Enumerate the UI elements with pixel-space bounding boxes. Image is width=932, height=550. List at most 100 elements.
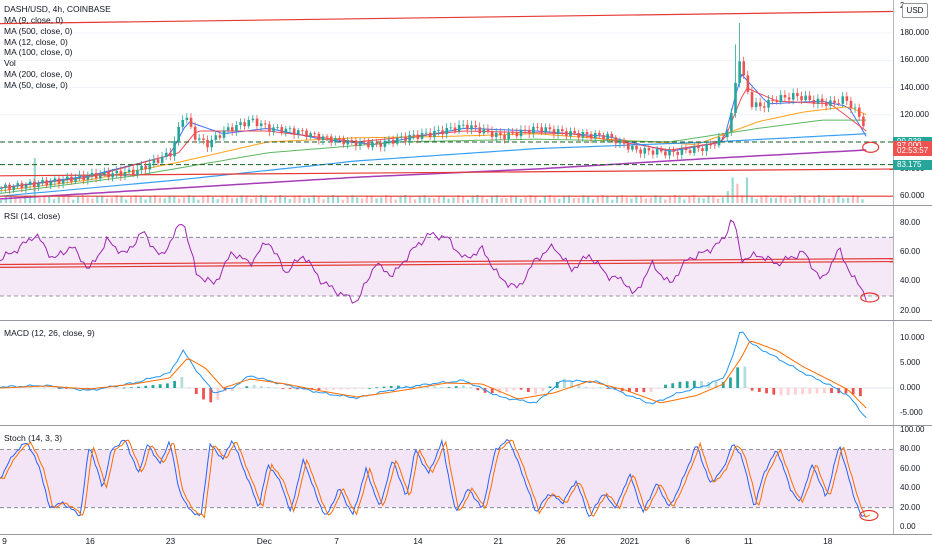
- rsi-trend-line: [0, 260, 893, 268]
- macd-histogram-bar: [281, 388, 285, 389]
- macd-histogram-bar: [454, 386, 458, 388]
- indicator-legend-item[interactable]: MA (500, close, 0): [4, 25, 73, 36]
- candle-body: [103, 171, 106, 175]
- macd-pane[interactable]: 10.000 5.000 0.000 -5.000 MACD (12, 26, clo…: [0, 321, 932, 425]
- macd-axis[interactable]: 10.000 5.000 0.000 -5.000: [893, 321, 932, 425]
- pane-separator[interactable]: [0, 425, 932, 426]
- time-axis-tick-label: 7: [334, 536, 340, 546]
- candle-body: [255, 118, 259, 127]
- candle-body: [697, 146, 700, 149]
- volume-bar: [38, 197, 41, 203]
- volume-bar: [187, 195, 190, 203]
- stoch-pane[interactable]: 100.00 80.00 60.00 40.00 20.00 0.00 Stoch (14…: [0, 425, 932, 534]
- macd-histogram-bar: [830, 388, 833, 394]
- volume-bar: [86, 197, 89, 203]
- candle-body: [268, 124, 271, 132]
- price-pane[interactable]: 60.00080.000100.000120.000140.000160.000…: [0, 0, 932, 205]
- volume-bar: [673, 195, 676, 203]
- candle-body: [354, 140, 358, 146]
- volume-bar: [462, 196, 465, 203]
- macd-histogram-bar: [324, 388, 328, 390]
- macd-histogram-bar: [642, 388, 646, 393]
- volume-bar: [688, 195, 691, 203]
- rsi-pane[interactable]: 80.00 60.00 40.00 20.00 RSI (14, close): [0, 206, 932, 320]
- volume-bar: [303, 198, 306, 203]
- macd-histogram-bar: [64, 388, 68, 389]
- candle-body: [214, 135, 218, 140]
- volume-bar: [442, 195, 445, 203]
- candle-body: [107, 171, 110, 178]
- rsi-axis[interactable]: 80.00 60.00 40.00 20.00: [893, 206, 932, 320]
- candle-body: [280, 127, 284, 133]
- stoch-legend[interactable]: Stoch (14, 3, 3): [4, 433, 63, 443]
- macd-histogram-bar: [433, 386, 436, 388]
- volume-bar: [298, 195, 301, 203]
- stoch-axis[interactable]: 100.00 80.00 60.00 40.00 20.00 0.00: [893, 425, 932, 534]
- volume-bar: [399, 196, 402, 203]
- macd-axis-tick-label: 10.000: [900, 333, 925, 342]
- indicator-legend-item[interactable]: MA (200, close, 0): [4, 69, 73, 79]
- candle-body: [800, 96, 803, 101]
- annotation-circle: [860, 292, 880, 303]
- stoch-axis-tick-label: 0.00: [900, 522, 916, 532]
- candle-body: [622, 139, 626, 144]
- candle-body: [507, 132, 510, 140]
- macd-histogram-bar: [772, 388, 776, 395]
- macd-histogram-bar: [858, 388, 862, 397]
- indicator-legend-item[interactable]: MA (100, close, 0): [4, 47, 73, 58]
- indicator-legend-item[interactable]: MA (12, close, 0): [4, 36, 68, 47]
- macd-plot[interactable]: [0, 321, 893, 425]
- indicator-legend-item[interactable]: Vol: [4, 58, 16, 69]
- candle-body: [585, 132, 589, 134]
- indicator-legend-item[interactable]: MA (50, close, 0): [4, 79, 68, 90]
- candle-body: [309, 133, 312, 138]
- volume-bar: [616, 196, 619, 203]
- volume-bar: [48, 195, 51, 203]
- macd-histogram-bar: [606, 388, 610, 389]
- volume-bar: [774, 198, 777, 203]
- macd-legend[interactable]: MACD (12, 26, close, 9): [4, 328, 95, 338]
- candle-body: [845, 96, 849, 101]
- candle-body: [643, 148, 647, 154]
- symbol-title[interactable]: DASH/USD, 4h, COINBASE: [4, 4, 111, 14]
- ma12-line: [0, 87, 867, 189]
- macd-histogram-bar: [202, 388, 205, 400]
- candle-body: [618, 139, 622, 144]
- candle-body: [127, 169, 131, 173]
- candle-body: [263, 123, 267, 125]
- price-plot[interactable]: [0, 0, 893, 205]
- rsi-legend[interactable]: RSI (14, close): [4, 211, 61, 221]
- candle-body: [144, 165, 147, 170]
- volume-bar: [77, 196, 80, 203]
- indicator-legend-item[interactable]: MA (9, close, 0): [4, 15, 64, 25]
- candle-body: [350, 140, 354, 141]
- candle-body: [626, 143, 630, 150]
- volume-bar: [596, 196, 599, 203]
- volume-bar: [861, 199, 864, 203]
- time-axis-tick-label: 9: [2, 536, 7, 546]
- volume-bar: [466, 199, 469, 203]
- candle-body: [523, 129, 527, 131]
- volume-bar: [404, 195, 407, 203]
- candle-body: [532, 126, 535, 134]
- stoch-plot[interactable]: [0, 426, 893, 534]
- candle-body: [804, 95, 807, 101]
- volume-bar: [101, 195, 104, 203]
- pane-separator[interactable]: [0, 205, 932, 206]
- currency-button[interactable]: USD: [902, 3, 928, 18]
- volume-bar: [659, 196, 662, 203]
- pane-separator[interactable]: [0, 320, 932, 321]
- candle-body: [301, 130, 304, 132]
- volume-bar: [245, 195, 248, 203]
- macd-histogram-bar: [158, 384, 162, 388]
- volume-bar: [486, 199, 489, 203]
- volume-bar: [678, 196, 681, 203]
- candle-body: [230, 127, 234, 132]
- candle-body: [428, 132, 432, 138]
- candle-body: [416, 134, 420, 139]
- macd-histogram-bar: [563, 378, 566, 388]
- price-axis[interactable]: 60.00080.000100.000120.000140.000160.000…: [893, 0, 932, 205]
- macd-histogram-bar: [317, 388, 321, 390]
- rsi-plot[interactable]: [0, 206, 893, 320]
- volume-bar: [197, 199, 200, 203]
